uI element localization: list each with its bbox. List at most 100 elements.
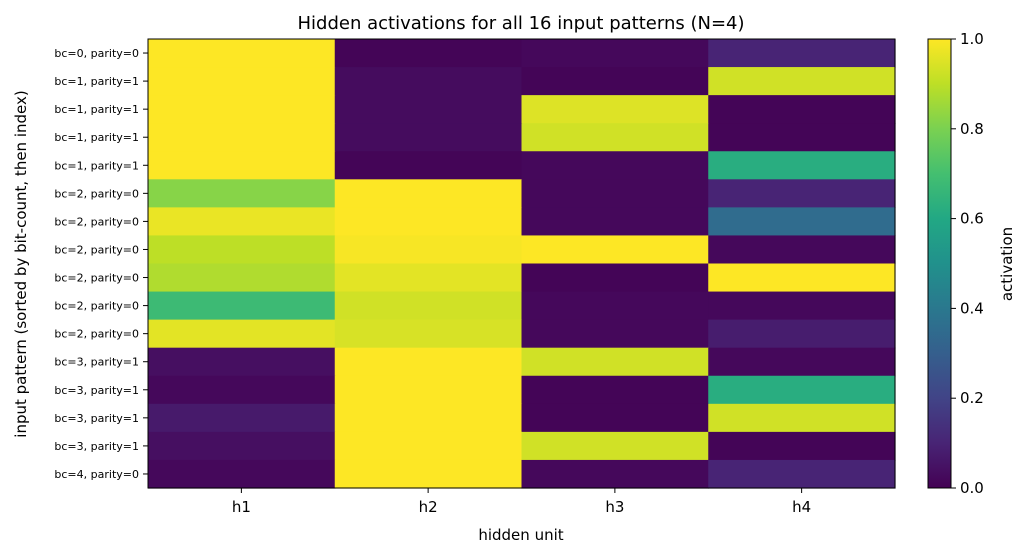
heatmap-cell: [708, 375, 896, 405]
heatmap-cell: [334, 263, 523, 293]
heatmap-cell: [708, 263, 896, 293]
y-tick-label: bc=2, parity=0: [54, 272, 139, 285]
heatmap-cell: [148, 319, 336, 349]
heatmap-cell: [148, 347, 336, 377]
heatmap-cell: [521, 291, 709, 321]
heatmap-cell: [334, 151, 523, 180]
chart-title: Hidden activations for all 16 input patt…: [298, 13, 745, 34]
colorbar: [927, 38, 952, 489]
heatmap-cell: [521, 403, 709, 433]
heatmap-cell: [708, 151, 896, 180]
heatmap-cell: [708, 403, 896, 433]
colorbar-tick-label: 1.0: [960, 30, 984, 48]
heatmap-cell: [521, 123, 709, 152]
heatmap-cell: [708, 347, 896, 377]
colorbar-tick-label: 0.2: [960, 389, 984, 407]
heatmap-cell: [521, 179, 709, 208]
heatmap-cell: [521, 67, 709, 96]
y-tick-label: bc=1, parity=1: [54, 159, 139, 172]
heatmap-cell: [148, 263, 336, 293]
colorbar-tick-label: 0.6: [960, 210, 984, 228]
heatmap-cell: [334, 319, 523, 349]
y-tick-label: bc=3, parity=1: [54, 440, 139, 453]
heatmap-cell: [521, 263, 709, 293]
heatmap-cell: [708, 431, 896, 461]
heatmap-cell: [708, 95, 896, 124]
heatmap-cell: [148, 291, 336, 321]
heatmap-cell: [334, 123, 523, 152]
x-tick-label: h2: [419, 498, 438, 516]
y-tick-label: bc=3, parity=1: [54, 384, 139, 397]
heatmap-cell: [708, 123, 896, 152]
x-axis-label: hidden unit: [478, 526, 563, 544]
heatmap-cell: [334, 431, 523, 461]
heatmap-cell: [708, 39, 896, 68]
heatmap-cell: [334, 39, 523, 68]
heatmap-cell: [521, 347, 709, 377]
colorbar-tick-label: 0.4: [960, 299, 984, 317]
y-tick-label: bc=4, parity=0: [54, 468, 139, 481]
x-axis-ticks: h1 h2 h3 h4: [232, 488, 811, 516]
heatmap-cell: [708, 67, 896, 96]
y-tick-label: bc=2, parity=0: [54, 187, 139, 200]
heatmap-cell: [148, 235, 336, 265]
heatmap-cell: [334, 459, 523, 489]
y-tick-label: bc=2, parity=0: [54, 300, 139, 313]
heatmap-cell: [708, 179, 896, 208]
heatmap-cell: [708, 459, 896, 489]
y-tick-label: bc=3, parity=1: [54, 412, 139, 425]
y-tick-label: bc=1, parity=1: [54, 103, 139, 116]
heatmap-cell: [708, 319, 896, 349]
heatmap-cell: [334, 291, 523, 321]
heatmap-cell: [334, 375, 523, 405]
y-tick-label: bc=1, parity=1: [54, 131, 139, 144]
y-tick-label: bc=1, parity=1: [54, 75, 139, 88]
y-axis-ticks: bc=0, parity=0 bc=1, parity=1 bc=1, parity…: [54, 47, 148, 481]
heatmap-cell: [148, 123, 336, 152]
heatmap-cell: [334, 207, 523, 237]
heatmap-cell: [708, 235, 896, 265]
heatmap-cell: [334, 179, 523, 208]
heatmap-cell: [521, 39, 709, 68]
x-tick-label: h3: [605, 498, 624, 516]
heatmap-cell: [521, 207, 709, 237]
heatmap-cell: [708, 291, 896, 321]
heatmap-cell: [521, 375, 709, 405]
heatmap-cell: [334, 235, 523, 265]
x-tick-label: h1: [232, 498, 251, 516]
heatmap-cell: [148, 151, 336, 180]
heatmap-cell: [521, 319, 709, 349]
heatmap-cell: [148, 375, 336, 405]
colorbar-ticks: 0.0 0.2 0.4 0.6 0.8 1.0: [951, 30, 984, 497]
heatmap-cells: [148, 39, 896, 489]
heatmap-cell: [148, 207, 336, 237]
plot-frame: [147, 38, 896, 489]
y-tick-label: bc=3, parity=1: [54, 356, 139, 369]
heatmap-cell: [521, 95, 709, 124]
y-tick-label: bc=2, parity=0: [54, 328, 139, 341]
heatmap-cell: [334, 95, 523, 124]
heatmap-cell: [148, 403, 336, 433]
colorbar-tick-label: 0.0: [960, 479, 984, 497]
heatmap-cell: [521, 431, 709, 461]
heatmap-cell: [148, 67, 336, 96]
x-tick-label: h4: [792, 498, 811, 516]
y-axis-label: input pattern (sorted by bit-count, then…: [12, 90, 30, 437]
heatmap-cell: [148, 459, 336, 489]
heatmap-cell: [148, 95, 336, 124]
heatmap-cell: [521, 151, 709, 180]
heatmap-cell: [521, 235, 709, 265]
heatmap-cell: [148, 179, 336, 208]
heatmap-cell: [521, 459, 709, 489]
y-tick-label: bc=2, parity=0: [54, 243, 139, 256]
heatmap-cell: [334, 347, 523, 377]
heatmap-cell: [148, 431, 336, 461]
y-tick-label: bc=0, parity=0: [54, 47, 139, 60]
heatmap-cell: [334, 67, 523, 96]
colorbar-tick-label: 0.8: [960, 120, 984, 138]
y-tick-label: bc=2, parity=0: [54, 215, 139, 228]
heatmap-cell: [708, 207, 896, 237]
colorbar-label: activation: [998, 227, 1016, 301]
heatmap-cell: [148, 39, 336, 68]
